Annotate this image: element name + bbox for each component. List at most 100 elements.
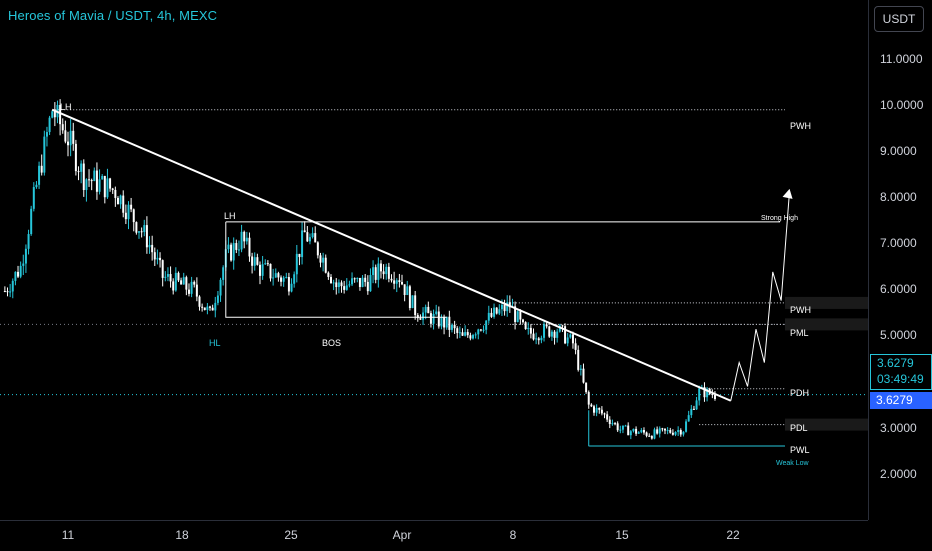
candle-125 [332, 279, 335, 291]
candle-260 [687, 410, 690, 422]
candle-body [574, 343, 577, 350]
candle-body [624, 425, 627, 427]
candle-body [85, 179, 88, 191]
candle-body [650, 436, 653, 439]
candle-body [543, 324, 546, 338]
candle-105 [280, 275, 283, 287]
candle-141 [374, 264, 377, 284]
candle-body [411, 295, 414, 309]
candle-body [88, 179, 91, 181]
candle-body [314, 233, 317, 243]
candle-body [577, 349, 580, 370]
candle-174 [461, 328, 464, 337]
currency-button[interactable]: USDT [874, 6, 924, 32]
candle-214 [566, 333, 569, 347]
time-tick-apr: Apr [392, 528, 412, 542]
candle-154 [408, 284, 411, 311]
candle-body [653, 429, 656, 439]
candle-body [9, 291, 12, 293]
candle-191 [506, 295, 509, 317]
candle-body [619, 429, 622, 431]
candle-body [364, 277, 367, 282]
candle-38 [103, 175, 106, 204]
candle-88 [235, 239, 238, 254]
candle-50 [135, 221, 138, 235]
candle-body [453, 324, 456, 329]
candle-body [182, 277, 185, 285]
candle-body [487, 312, 490, 321]
candle-183 [485, 320, 488, 335]
candle-255 [674, 431, 677, 437]
candle-body [258, 264, 261, 276]
candle-248 [656, 426, 659, 435]
candle-body [461, 332, 464, 336]
candle-body [429, 313, 432, 324]
candle-body [93, 170, 96, 181]
label-pwl: PWL [790, 445, 810, 455]
candle-45 [122, 190, 125, 218]
level-zone-1 [785, 296, 868, 309]
candle-body [627, 425, 630, 436]
projection-path [730, 190, 791, 401]
candle-body [290, 283, 293, 292]
candle-153 [406, 280, 409, 296]
candle-body [474, 334, 477, 336]
time-tick-25: 25 [284, 528, 298, 542]
candle-body [77, 171, 80, 173]
candle-body [40, 165, 43, 173]
chart-title: Heroes of Mavia / USDT, 4h, MEXC [8, 8, 218, 23]
candle-body [69, 130, 72, 146]
candle-body [658, 428, 661, 434]
candle-body [256, 257, 259, 265]
candle-77 [206, 303, 209, 315]
time-axis[interactable] [0, 520, 868, 551]
level-lines [0, 109, 868, 447]
candle-body [319, 255, 322, 263]
candle-body [345, 285, 348, 290]
candle-176 [466, 328, 469, 338]
candle-body [529, 327, 532, 334]
candle-24 [67, 131, 69, 157]
candle-264 [698, 385, 701, 406]
candle-body [203, 307, 206, 311]
candle-111 [295, 244, 298, 283]
candle-body [642, 430, 645, 433]
candle-body [703, 387, 706, 398]
candle-17 [48, 115, 51, 136]
candle-221 [585, 382, 588, 394]
candle-222 [587, 390, 590, 409]
candle-34 [93, 167, 96, 182]
candle-body [498, 309, 501, 314]
candle-224 [593, 404, 595, 416]
candle-199 [527, 322, 530, 335]
candle-body [424, 306, 427, 313]
candle-body [514, 306, 517, 323]
candle-145 [385, 263, 388, 280]
price-axis[interactable] [868, 0, 932, 520]
time-tick-11: 11 [61, 528, 75, 542]
candlestick-chart[interactable] [0, 0, 868, 520]
candle-116 [308, 233, 311, 245]
candle-body [27, 234, 30, 249]
candle-128 [340, 280, 343, 293]
candle-63 [169, 266, 172, 288]
candle-204 [540, 335, 543, 344]
candle-body [606, 414, 609, 420]
candle-body [143, 225, 146, 233]
candle-body [629, 431, 632, 436]
candle-219 [579, 364, 582, 376]
candle-164 [435, 304, 438, 316]
candle-body [685, 421, 688, 432]
label-pml: PML [790, 328, 809, 338]
candle-body [48, 117, 51, 133]
candle-body [3, 291, 6, 293]
candles [3, 99, 716, 440]
candle-126 [335, 278, 338, 295]
candle-body [206, 306, 209, 311]
candle-5 [17, 265, 20, 279]
candle-140 [372, 260, 375, 284]
candle-body [521, 319, 524, 323]
candle-122 [324, 254, 327, 274]
candle-14 [40, 154, 43, 176]
candle-body [330, 276, 332, 284]
